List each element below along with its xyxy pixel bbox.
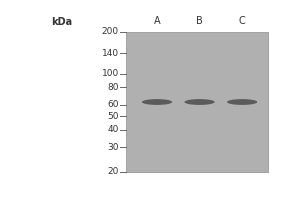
Text: A: A (154, 16, 160, 26)
Text: 40: 40 (107, 125, 119, 134)
Text: 20: 20 (107, 167, 119, 176)
Text: 100: 100 (102, 69, 119, 78)
Text: 50: 50 (107, 112, 119, 121)
Bar (126, 32, 268, 172)
Ellipse shape (142, 99, 172, 105)
Text: B: B (196, 16, 203, 26)
Text: 200: 200 (102, 27, 119, 36)
Ellipse shape (184, 99, 215, 105)
Text: 80: 80 (107, 83, 119, 92)
Text: 140: 140 (102, 49, 119, 58)
Text: C: C (239, 16, 245, 26)
Ellipse shape (227, 99, 257, 105)
Text: 30: 30 (107, 143, 119, 152)
Text: kDa: kDa (52, 17, 73, 27)
Text: 60: 60 (107, 100, 119, 109)
